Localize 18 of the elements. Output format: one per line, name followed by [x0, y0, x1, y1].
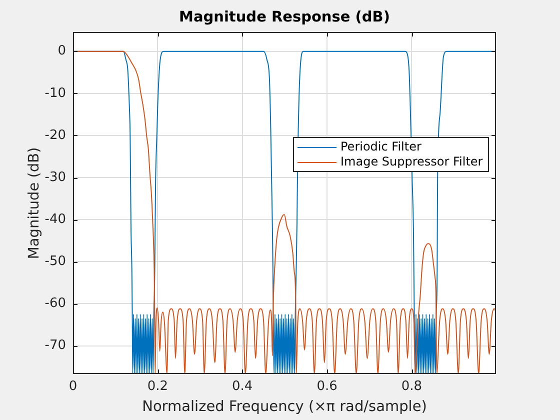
x-tick-label: 0.8	[401, 379, 422, 394]
x-tick-label: 0.4	[232, 379, 253, 394]
y-tick-label: -20	[44, 128, 66, 143]
legend-label: Periodic Filter	[340, 140, 422, 154]
y-tick-label: -30	[44, 170, 66, 185]
y-axis-title: Magnitude (dB)	[26, 147, 42, 260]
legend-label: Image Suppressor Filter	[340, 154, 483, 169]
y-tick-label: -40	[44, 212, 66, 227]
y-tick-label: -60	[44, 296, 66, 312]
y-tick-label: -50	[44, 254, 66, 270]
y-tick-label: -70	[44, 338, 66, 354]
x-axis-title: Normalized Frequency (×π rad/sample)	[142, 399, 427, 416]
y-tick-label: -10	[44, 86, 66, 101]
x-tick-label: 0.6	[316, 379, 338, 394]
y-tick-label: 0	[58, 44, 66, 59]
x-tick-label: 0	[68, 379, 78, 394]
chart-title: Magnitude Response (dB)	[179, 9, 390, 26]
x-tick-label: 0.2	[147, 379, 168, 394]
